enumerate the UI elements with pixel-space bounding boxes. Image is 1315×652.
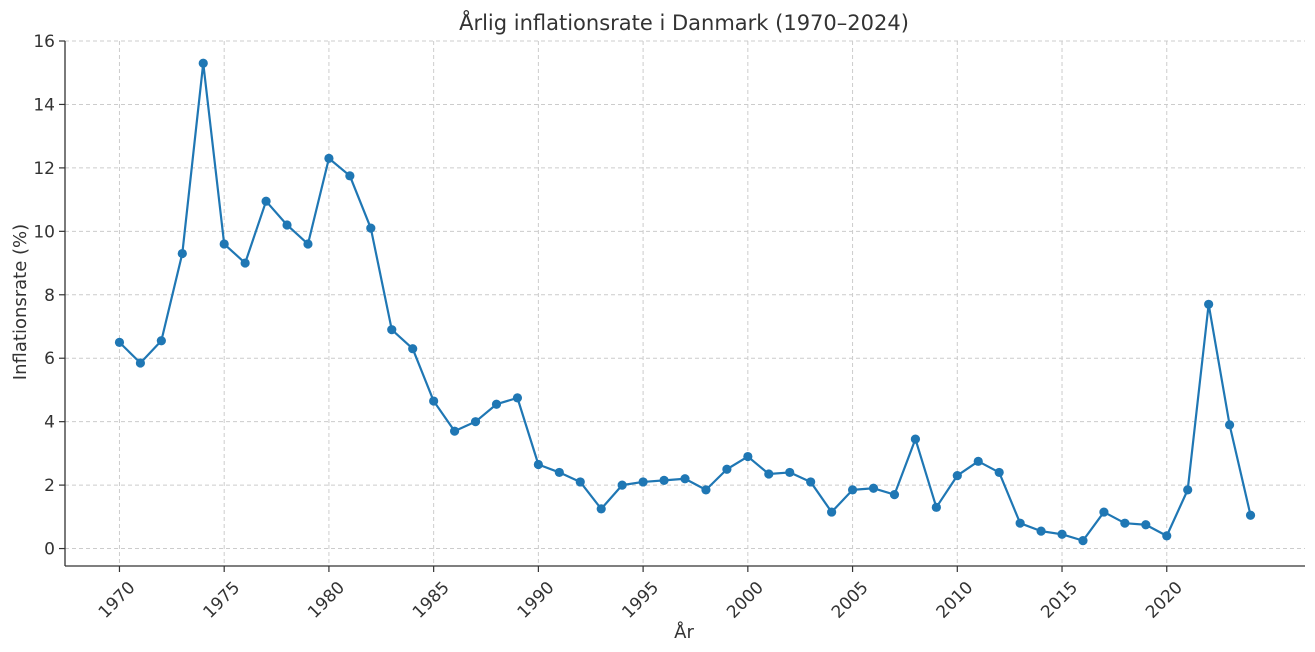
y-tick-label: 4 [44,413,55,433]
data-point [408,344,418,354]
data-point [135,358,146,368]
data-point [973,456,983,466]
data-point [575,477,585,487]
data-point [701,485,711,495]
x-tick-label: 1995 [618,578,663,623]
data-point [722,464,732,474]
x-tick-label: 1980 [304,578,349,623]
y-tick-label: 14 [33,95,55,115]
data-point [366,223,376,233]
y-tick-label: 10 [33,222,55,242]
x-tick-label: 2010 [933,578,978,623]
data-point [491,399,502,409]
data-point [994,467,1004,478]
data-point [114,337,125,347]
data-point [1036,526,1046,536]
x-tick-label: 1990 [514,578,559,623]
data-point [429,396,439,406]
x-tick-label: 2020 [1142,578,1187,623]
y-tick-label: 6 [44,349,55,369]
data-point [847,485,858,495]
data-point [240,258,250,268]
data-point [282,220,292,230]
series-line-group [118,62,1252,542]
x-tick-label: 2005 [828,578,873,623]
data-point [303,239,313,249]
grid [65,40,1305,566]
data-point [261,196,271,206]
data-point [1099,507,1109,517]
data-point [554,467,564,478]
data-point [1204,299,1214,309]
data-point [449,426,460,436]
data-point [764,469,774,479]
x-tick-label: 1985 [409,578,454,623]
data-point [1141,520,1151,530]
y-tick-label: 8 [44,286,55,306]
y-tick-label: 0 [44,540,55,560]
x-tick-label: 1975 [199,578,244,623]
data-point [324,153,334,163]
data-point [177,248,187,259]
data-point [1057,529,1067,539]
x-tick-label: 2000 [723,578,768,623]
y-axis-label: Inflationsrate (%) [10,224,31,380]
data-point [931,502,941,512]
data-point [156,336,166,346]
data-point [889,490,900,500]
data-point [219,239,229,249]
chart-title: Årlig inflationsrate i Danmark (1970–202… [459,9,909,35]
data-point [1078,536,1088,546]
data-point [1015,518,1025,528]
x-axis-label: År [674,621,694,643]
y-tick-label: 2 [44,476,55,496]
data-point [512,393,523,403]
data-point [952,470,962,481]
series-line [118,62,1252,542]
data-point [659,475,669,485]
data-point [1245,510,1256,520]
x-tick-label: 2015 [1037,578,1082,623]
data-point [743,451,753,462]
data-point [617,480,627,490]
data-point [596,504,606,514]
data-point [785,467,795,478]
data-point [638,477,648,487]
axis-ticks: 0 2 4 6 8 10 12 14 16 1970 1975 1980 1985 1990 1995 200… [33,32,1186,623]
data-point [1162,531,1172,541]
data-point [345,171,355,181]
data-point [827,507,837,517]
data-point [1183,485,1193,495]
data-point [868,483,879,493]
data-point [387,325,397,335]
x-tick-label: 1970 [95,578,140,623]
data-point [470,417,481,427]
data-point [806,477,816,487]
data-points [114,58,1256,546]
data-point [910,434,921,444]
y-tick-label: 12 [33,159,55,179]
y-tick-label: 16 [33,32,55,52]
data-point [198,58,208,68]
data-point [1120,518,1130,528]
data-point [533,459,543,470]
data-point [680,474,690,484]
data-point [1224,420,1235,430]
axes-spines [64,41,1305,567]
